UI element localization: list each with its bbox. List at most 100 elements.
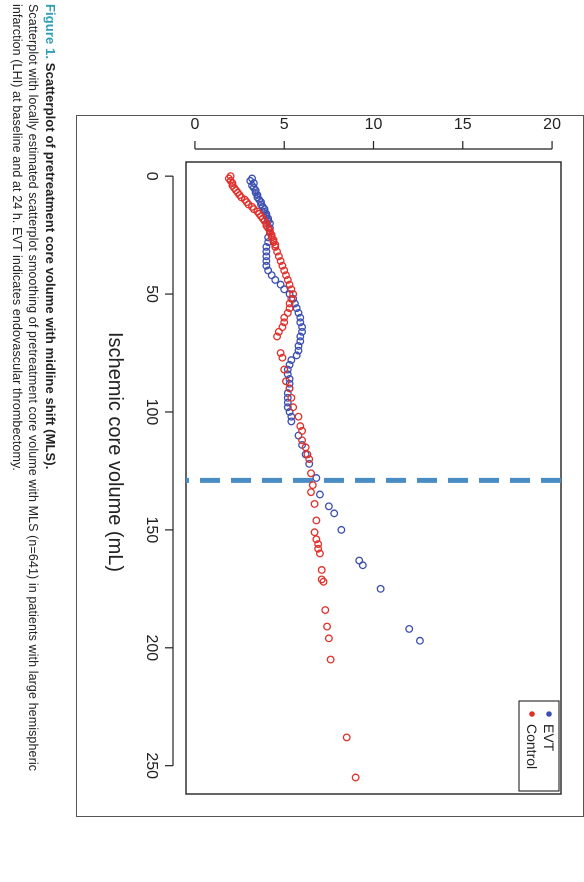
evt-point — [305, 459, 314, 468]
y-tick-label: 15 — [454, 116, 472, 133]
control-point — [273, 247, 282, 256]
evt-point — [405, 624, 414, 633]
control-point — [278, 353, 287, 362]
y-tick-label: 20 — [543, 116, 561, 133]
control-point — [298, 426, 307, 435]
evt-point — [298, 323, 307, 332]
x-tick-label: 0 — [143, 172, 160, 181]
control-point — [271, 240, 280, 249]
evt-point — [292, 351, 301, 360]
evt-point — [262, 247, 271, 256]
figure-caption: Figure 1. Scatterplot of pretreatment co… — [0, 0, 60, 882]
control-point — [289, 290, 298, 299]
evt-point — [262, 257, 271, 265]
control-point — [283, 275, 292, 284]
control-point — [324, 634, 333, 643]
control-point — [274, 327, 283, 336]
y-tick-label: 0 — [190, 116, 199, 133]
control-point — [287, 393, 296, 402]
control-point — [282, 271, 290, 280]
control-point — [274, 252, 283, 261]
control-point — [321, 606, 330, 615]
evt-point — [260, 205, 269, 214]
control-point — [308, 481, 317, 490]
control-point — [282, 377, 290, 386]
control-point — [314, 540, 323, 548]
control-point — [285, 304, 294, 313]
figure-label: Figure 1. — [43, 4, 58, 60]
control-point — [351, 773, 360, 782]
evt-point — [324, 502, 333, 511]
evt-point — [262, 242, 271, 251]
evt-point — [296, 313, 305, 322]
control-point — [267, 231, 276, 240]
control-point — [289, 403, 298, 412]
legend-control-marker — [529, 711, 535, 717]
evt-point — [262, 252, 271, 261]
figure-frame — [76, 115, 584, 817]
control-point — [307, 488, 315, 497]
control-point — [287, 285, 296, 294]
evt-point — [315, 490, 324, 499]
legend-evt-label: EVT — [541, 724, 557, 752]
control-point — [280, 313, 289, 322]
x-tick-label: 200 — [143, 634, 160, 661]
control-point — [280, 318, 289, 327]
control-point — [296, 422, 305, 431]
control-point — [265, 226, 274, 235]
evt-point — [283, 403, 292, 412]
control-point — [262, 219, 271, 228]
control-point — [305, 455, 314, 464]
chart-container: 0 50 100 150 200 250 Ischemic core volume (mL)… — [76, 82, 584, 817]
control-point — [323, 622, 332, 631]
evt-point — [287, 356, 296, 365]
evt-point — [262, 261, 271, 270]
control-point — [287, 294, 296, 303]
control-point — [269, 235, 278, 244]
evt-point — [294, 341, 303, 350]
control-point — [273, 332, 282, 341]
control-point — [307, 469, 315, 478]
evt-point — [376, 584, 385, 593]
control-point — [314, 544, 323, 553]
control-point — [285, 384, 294, 393]
control-point — [310, 499, 319, 508]
x-axis-label: Ischemic core volume (mL) — [104, 332, 126, 572]
x-tick-label: 150 — [143, 517, 160, 544]
control-point — [310, 528, 319, 537]
control-point — [301, 443, 310, 452]
control-point — [276, 257, 285, 265]
evt-point — [330, 509, 339, 518]
control-point — [319, 577, 328, 586]
caption-body-line-2: infarction (LHI) at baseline and at 24 h… — [10, 4, 24, 472]
evt-point — [253, 191, 262, 199]
evt-point — [294, 346, 303, 355]
y-tick-label: 10 — [365, 116, 383, 133]
evt-point — [294, 308, 303, 317]
control-point — [280, 365, 289, 374]
control-point — [294, 412, 303, 421]
control-point — [285, 280, 294, 289]
evt-point — [283, 365, 292, 374]
evt-point — [337, 525, 346, 534]
evt-point — [358, 561, 367, 570]
evt-point — [296, 318, 305, 327]
evt-point — [285, 360, 294, 369]
control-point — [342, 733, 351, 742]
control-point — [276, 349, 285, 357]
control-point — [312, 516, 321, 525]
control-point — [280, 266, 289, 275]
evt-point — [251, 186, 260, 195]
evt-point — [296, 337, 305, 346]
control-point — [315, 549, 324, 558]
x-tick-label: 250 — [143, 752, 160, 779]
control-point — [317, 566, 326, 574]
evt-point — [283, 393, 292, 402]
control-point — [271, 242, 280, 251]
legend-box — [518, 700, 560, 792]
control-point — [312, 535, 321, 544]
evt-point — [271, 275, 280, 284]
evt-point — [298, 327, 307, 336]
